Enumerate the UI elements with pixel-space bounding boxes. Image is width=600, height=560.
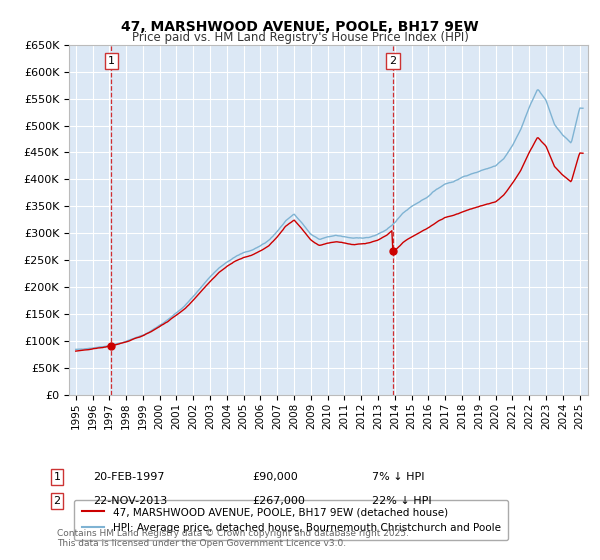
Text: 47, MARSHWOOD AVENUE, POOLE, BH17 9EW: 47, MARSHWOOD AVENUE, POOLE, BH17 9EW: [121, 20, 479, 34]
Text: This data is licensed under the Open Government Licence v3.0.: This data is licensed under the Open Gov…: [57, 539, 346, 548]
Text: £267,000: £267,000: [252, 496, 305, 506]
Text: £90,000: £90,000: [252, 472, 298, 482]
Text: 22% ↓ HPI: 22% ↓ HPI: [372, 496, 431, 506]
Text: Contains HM Land Registry data © Crown copyright and database right 2025.: Contains HM Land Registry data © Crown c…: [57, 529, 409, 538]
Legend: 47, MARSHWOOD AVENUE, POOLE, BH17 9EW (detached house), HPI: Average price, deta: 47, MARSHWOOD AVENUE, POOLE, BH17 9EW (d…: [74, 500, 508, 540]
Text: 2: 2: [389, 56, 397, 66]
Text: 1: 1: [108, 56, 115, 66]
Text: Price paid vs. HM Land Registry's House Price Index (HPI): Price paid vs. HM Land Registry's House …: [131, 31, 469, 44]
Text: 20-FEB-1997: 20-FEB-1997: [93, 472, 164, 482]
Text: 1: 1: [53, 472, 61, 482]
Text: 7% ↓ HPI: 7% ↓ HPI: [372, 472, 425, 482]
Text: 2: 2: [53, 496, 61, 506]
Text: 22-NOV-2013: 22-NOV-2013: [93, 496, 167, 506]
